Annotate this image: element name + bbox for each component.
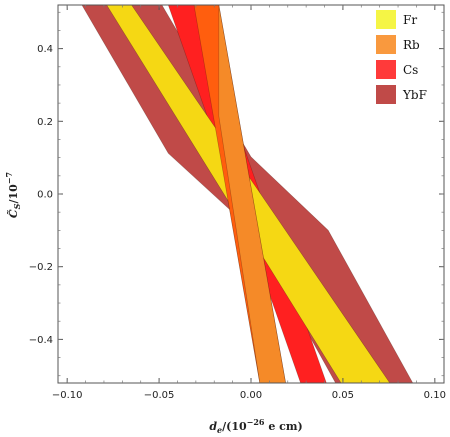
legend-swatch-fr [376, 10, 396, 29]
y-tick-label: −0.2 [29, 262, 53, 273]
legend-swatch-rb [376, 35, 396, 54]
y-tick-label: 0.0 [37, 190, 53, 201]
x-axis-title: de/(10−26 e cm) [209, 417, 302, 435]
y-axis-title: C̃S/10−7 [4, 172, 22, 218]
x-tick-label: −0.10 [52, 390, 83, 401]
x-tick-label: −0.05 [144, 390, 175, 401]
legend-label-fr: Fr [403, 13, 417, 27]
legend: Fr Rb Cs YbF [376, 10, 427, 104]
legend-swatch-ybf [376, 85, 396, 104]
y-tick-label: 0.4 [37, 44, 53, 55]
plot-area [81, 5, 414, 383]
axes: −0.10 −0.05 0.00 0.05 0.10 −0.4 −0.2 0.0 0.2 0.4 [29, 4, 446, 401]
x-tick-label: 0.05 [332, 390, 354, 401]
x-tick-label: 0.10 [424, 390, 446, 401]
y-tick-label: −0.4 [29, 335, 53, 346]
legend-swatch-cs [376, 60, 396, 79]
axis-titles: de/(10−26 e cm) C̃S/10−7 [4, 172, 303, 435]
overlap-rb-fr [218, 5, 286, 383]
legend-label-cs: Cs [403, 63, 418, 77]
legend-label-ybf: YbF [402, 88, 427, 102]
x-tick-label: 0.00 [240, 390, 262, 401]
legend-label-rb: Rb [403, 38, 420, 52]
y-tick-label: 0.2 [37, 117, 53, 128]
